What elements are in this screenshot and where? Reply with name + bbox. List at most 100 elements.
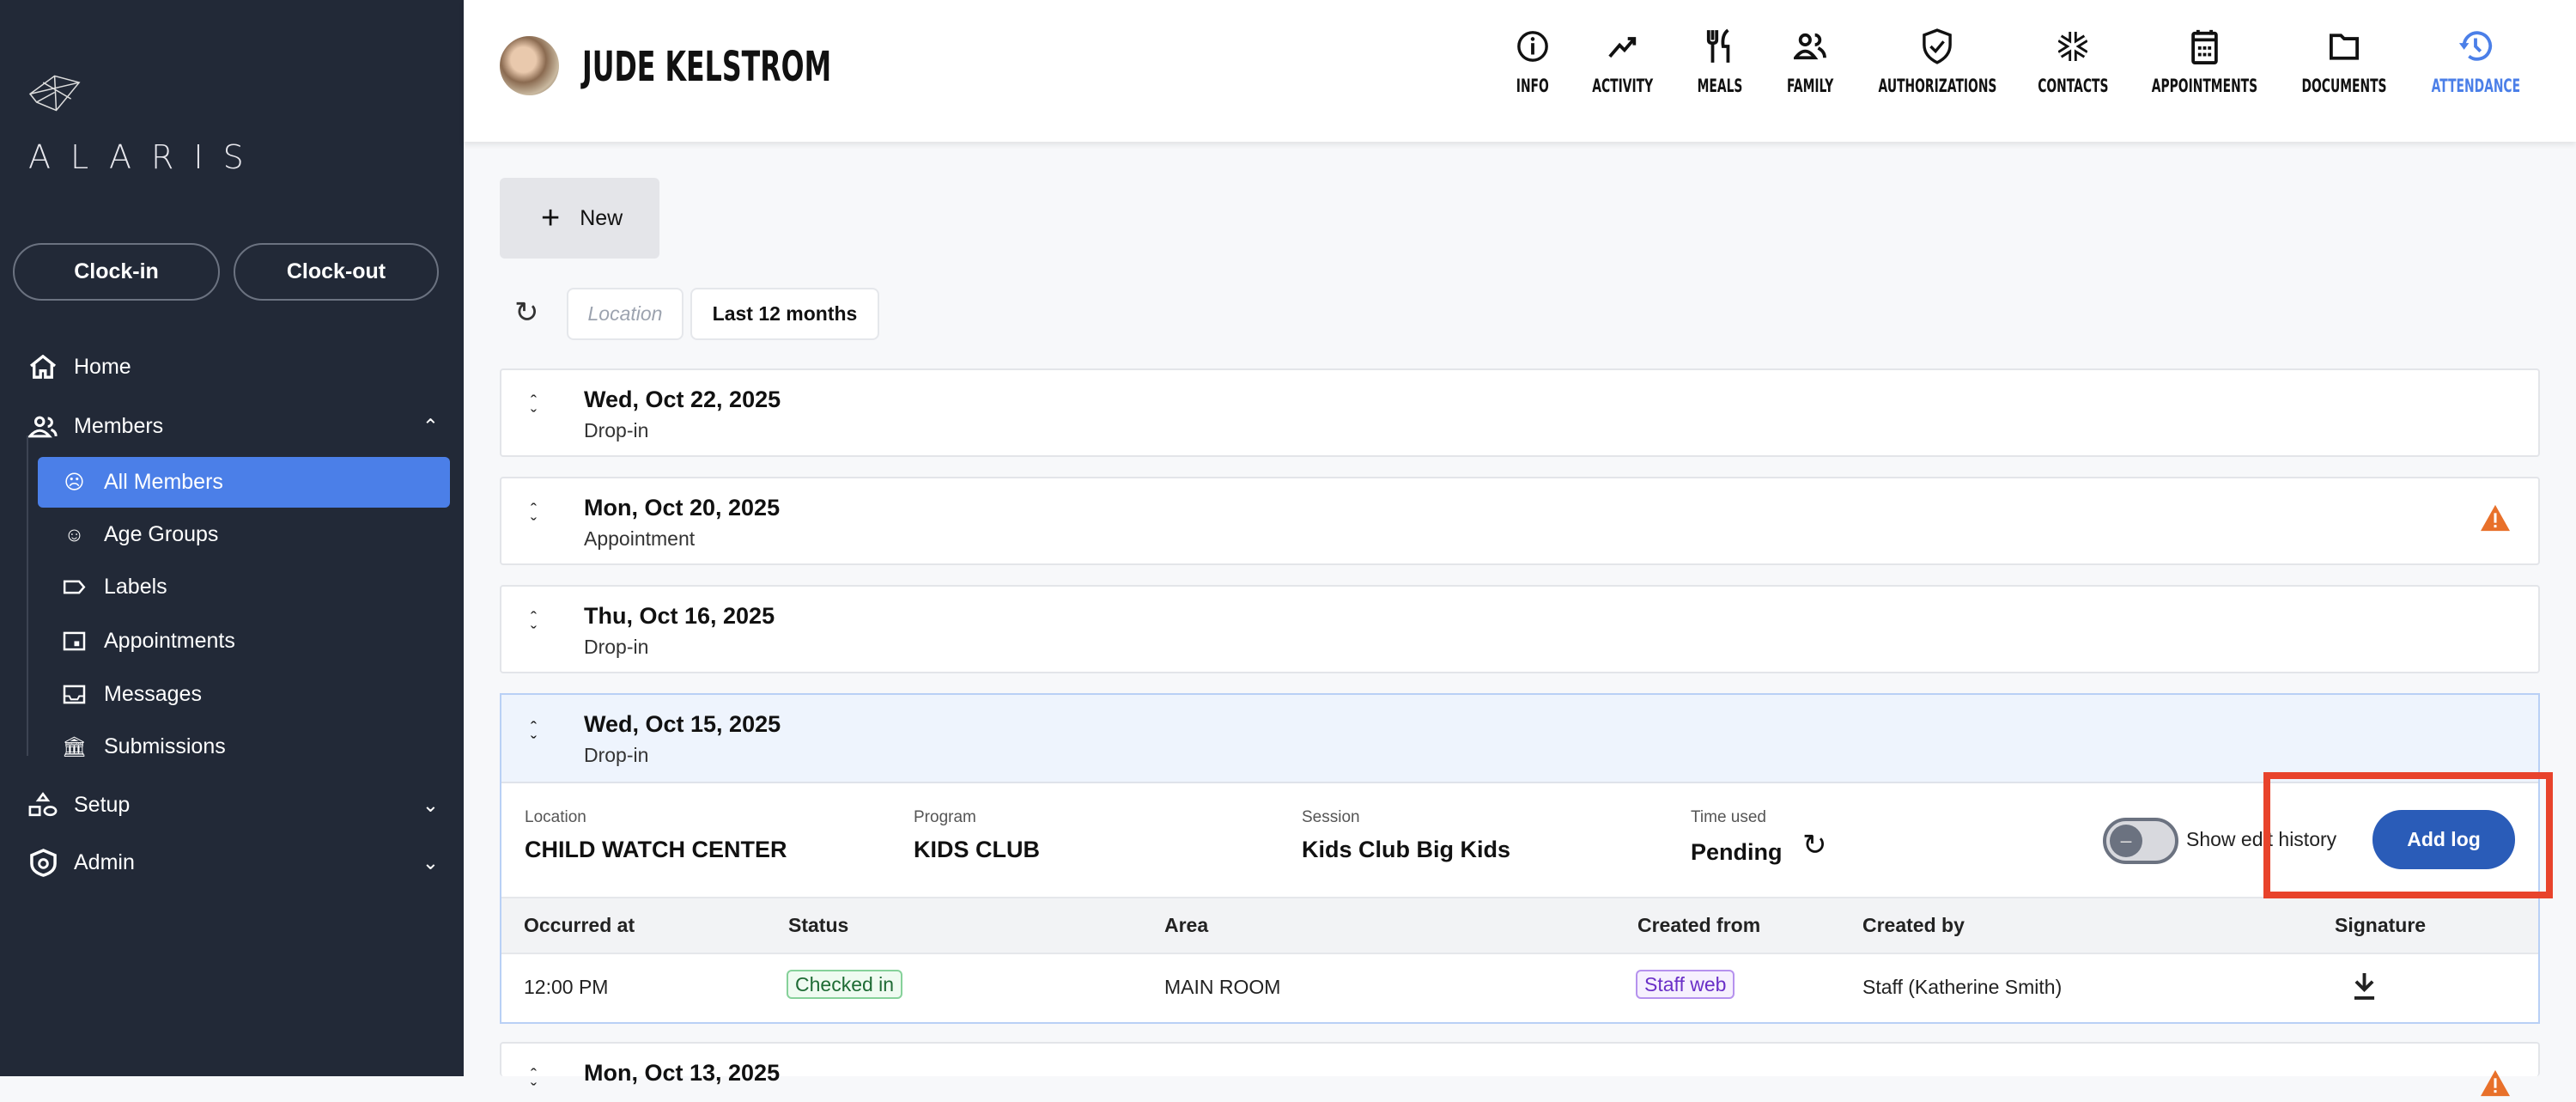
location-value: CHILD WATCH CENTER: [525, 837, 787, 862]
tab-label: APPOINTMENTS: [2151, 76, 2257, 96]
column-header: Status: [788, 914, 849, 936]
tab-info[interactable]: INFO: [1434, 27, 1631, 99]
column-header: Area: [1164, 914, 1209, 936]
session-label: Session: [1302, 808, 1360, 826]
program-value: KIDS CLUB: [914, 837, 1040, 862]
nav-setup[interactable]: Setup ⌄: [28, 785, 439, 825]
column-header: Occurred at: [524, 914, 635, 936]
tab-label: INFO: [1516, 76, 1550, 96]
nav-label: Appointments: [104, 629, 235, 653]
tab-label: AUTHORIZATIONS: [1878, 76, 1996, 96]
program-label: Program: [914, 808, 976, 826]
chevron-down-icon[interactable]: ⌄: [422, 850, 439, 874]
clock-in-button[interactable]: Clock-in: [13, 243, 220, 301]
attendance-entry[interactable]: ˆ ˇ Wed, Oct 22, 2025 Drop-in: [500, 368, 2540, 457]
tab-family[interactable]: FAMILY: [1711, 27, 1909, 99]
nav-members-label: Members: [74, 413, 164, 438]
attendance-entry[interactable]: ˆ ˇ Mon, Oct 13, 2025: [500, 1042, 2540, 1099]
session-value: Kids Club Big Kids: [1302, 837, 1510, 862]
folder-icon: [2330, 27, 2359, 66]
entry-type: Drop-in: [584, 636, 649, 658]
nav-admin-label: Admin: [74, 849, 135, 874]
nav-label: Age Groups: [104, 522, 219, 546]
nav-label: Messages: [104, 682, 202, 706]
nav-setup-label: Setup: [74, 792, 131, 817]
nav-labels[interactable]: Labels: [38, 562, 450, 612]
submenu-divider: [27, 435, 28, 756]
created-from-badge: Staff web: [1636, 970, 1735, 999]
nav-admin[interactable]: Admin ⌄: [28, 843, 439, 882]
nav-members[interactable]: Members ⌃: [28, 406, 439, 446]
nav-label: Submissions: [104, 734, 226, 758]
tab-authorizations[interactable]: AUTHORIZATIONS: [1838, 27, 2036, 99]
clock-out-button[interactable]: Clock-out: [234, 243, 439, 301]
entry-date: Wed, Oct 15, 2025: [584, 711, 781, 737]
brand-name: ALARIS: [28, 138, 264, 176]
shield-check-icon: [1923, 27, 1952, 66]
column-header: Created from: [1637, 914, 1761, 936]
refresh-icon[interactable]: ↻: [514, 296, 539, 329]
entry-date: Mon, Oct 13, 2025: [584, 1060, 781, 1086]
inbox-icon: [61, 685, 88, 704]
show-edit-history-label: Show edit history: [2186, 828, 2337, 850]
entry-type: Drop-in: [584, 419, 649, 441]
tab-documents[interactable]: DOCUMENTS: [2245, 27, 2443, 99]
nav-messages[interactable]: Messages: [38, 669, 450, 720]
occurred-at: 12:00 PM: [524, 976, 609, 998]
tab-label: CONTACTS: [2037, 76, 2109, 96]
nav-home-label: Home: [74, 354, 131, 379]
entry-date: Thu, Oct 16, 2025: [584, 603, 775, 629]
entry-type: Appointment: [584, 527, 696, 550]
new-label: New: [580, 205, 623, 230]
date-range-filter[interactable]: Last 12 months: [690, 288, 879, 340]
utensils-icon: [1705, 27, 1735, 66]
tab-contacts[interactable]: CONTACTS: [1974, 27, 2172, 99]
tab-label: ACTIVITY: [1592, 76, 1654, 96]
calendar-icon: [61, 631, 88, 651]
new-button[interactable]: + New: [500, 178, 659, 259]
attendance-entry[interactable]: ˆ ˇ Mon, Oct 20, 2025 Appointment: [500, 477, 2540, 565]
family-icon: [1794, 27, 1826, 66]
chevron-down-icon[interactable]: ⌄: [422, 793, 439, 816]
info-icon: [1516, 27, 1549, 66]
tab-label: FAMILY: [1786, 76, 1834, 96]
bank-icon: 🏛: [61, 735, 88, 758]
tab-attendance[interactable]: ATTENDANCE: [2377, 27, 2574, 99]
tab-appointments[interactable]: APPOINTMENTS: [2105, 27, 2303, 99]
status-badge: Checked in: [787, 970, 903, 999]
history-icon: [2458, 27, 2494, 66]
refresh-time-icon[interactable]: ↻: [1802, 829, 1827, 862]
tab-activity[interactable]: ACTIVITY: [1524, 27, 1722, 99]
nav-age-groups[interactable]: ☺ Age Groups: [38, 509, 450, 560]
nav-home[interactable]: Home: [28, 347, 439, 387]
trending-up-icon: [1607, 27, 1639, 66]
member-header: JUDE KELSTROM: [464, 0, 2576, 142]
chevron-up-icon[interactable]: ⌃: [422, 414, 439, 437]
tab-label: MEALS: [1697, 76, 1743, 96]
nav-label: Labels: [104, 575, 167, 599]
column-header: Created by: [1862, 914, 1965, 936]
avatar: [500, 36, 559, 95]
location-filter[interactable]: Location: [567, 288, 683, 340]
tab-meals[interactable]: MEALS: [1621, 27, 1819, 99]
calendar-icon: [2190, 27, 2218, 66]
nav-all-members[interactable]: ☹ All Members: [38, 457, 450, 508]
attendance-entry[interactable]: ˆ ˇ Thu, Oct 16, 2025 Drop-in: [500, 585, 2540, 673]
nav-label: All Members: [104, 470, 223, 494]
nav-appointments[interactable]: Appointments: [38, 616, 450, 667]
location-label: Location: [525, 808, 586, 826]
people-icon: [28, 411, 58, 441]
shapes-icon: [28, 790, 58, 819]
home-icon: [28, 352, 58, 381]
download-icon[interactable]: [2353, 971, 2376, 1004]
nav-submissions[interactable]: 🏛 Submissions: [38, 721, 450, 772]
add-log-button[interactable]: Add log: [2372, 810, 2515, 869]
show-edit-history-toggle[interactable]: –: [2103, 818, 2178, 864]
alaris-logo-icon: [28, 75, 81, 112]
